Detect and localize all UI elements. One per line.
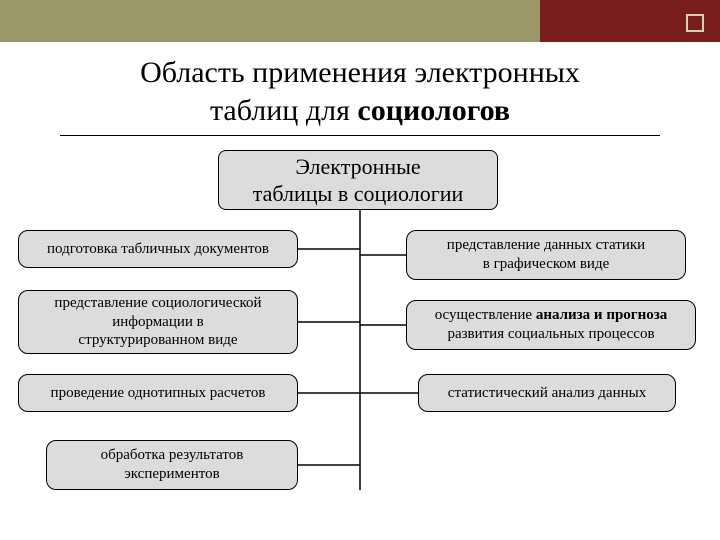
node-l1: подготовка табличных документов bbox=[18, 230, 298, 268]
top-bar bbox=[0, 0, 720, 42]
title-underline bbox=[60, 135, 660, 136]
node-l4-line1: обработка результатов bbox=[101, 447, 244, 463]
node-r2-line2: развития социальных процессов bbox=[447, 326, 654, 342]
root-node: Электронные таблицы в социологии bbox=[218, 150, 498, 210]
node-r3-text: статистический анализ данных bbox=[448, 384, 646, 403]
node-l4: обработка результатов экспериментов bbox=[46, 440, 298, 490]
title-line2-bold: социологов bbox=[357, 94, 510, 127]
node-r1: представление данных статики в графическ… bbox=[406, 230, 686, 280]
root-line2: таблицы в социологии bbox=[253, 181, 464, 206]
root-line1: Электронные bbox=[295, 154, 420, 179]
title-line2-prefix: таблиц для bbox=[210, 94, 357, 127]
node-l2: представление социологической информации… bbox=[18, 290, 298, 354]
node-r1-line2: в графическом виде bbox=[483, 256, 610, 272]
node-l2-line2: информации в bbox=[112, 314, 204, 330]
diagram-area: Электронные таблицы в социологии подгото… bbox=[0, 150, 720, 540]
node-l2-line1: представление социологической bbox=[54, 295, 261, 311]
node-l3-text: проведение однотипных расчетов bbox=[51, 384, 266, 403]
slide-title-block: Область применения электронных таблиц дл… bbox=[60, 54, 660, 136]
node-l3: проведение однотипных расчетов bbox=[18, 374, 298, 412]
node-r2-prefix: осуществление bbox=[435, 307, 536, 323]
top-bar-maroon bbox=[540, 0, 720, 42]
node-l4-line2: экспериментов bbox=[124, 466, 219, 482]
node-r1-line1: представление данных статики bbox=[447, 237, 645, 253]
slide-title: Область применения электронных таблиц дл… bbox=[60, 54, 660, 129]
node-r3: статистический анализ данных bbox=[418, 374, 676, 412]
node-l2-line3: структурированном виде bbox=[78, 332, 237, 348]
node-r2-bold: анализа и прогноза bbox=[536, 307, 667, 323]
node-l1-text: подготовка табличных документов bbox=[47, 240, 269, 259]
title-line1: Область применения электронных bbox=[140, 56, 580, 89]
top-bar-olive bbox=[0, 0, 540, 42]
node-r2: осуществление анализа и прогноза развити… bbox=[406, 300, 696, 350]
